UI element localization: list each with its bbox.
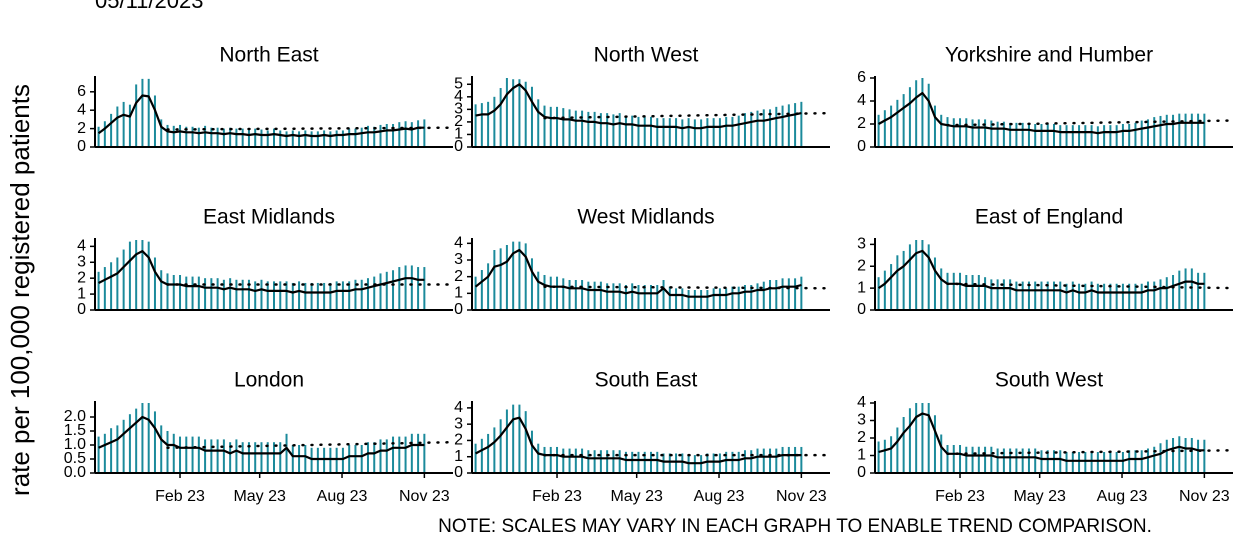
smoothed-line — [97, 94, 425, 138]
y-tick-label: 5 — [454, 75, 463, 92]
y-tick-label: 4 — [77, 238, 86, 255]
y-tick-label: 0 — [77, 138, 86, 155]
y-tick-label: 2 — [857, 115, 866, 132]
trend-line — [946, 282, 1235, 290]
y-tick-label: 0 — [454, 301, 463, 318]
smoothed-line — [474, 248, 802, 298]
y-tick-label: 0 — [77, 301, 86, 318]
y-tick-label: 1.0 — [64, 436, 86, 453]
y-tick-label: 4 — [77, 101, 86, 118]
y-tick-label: 2 — [77, 120, 86, 137]
y-tick-label: 0.0 — [64, 464, 86, 481]
x-tick-label: Feb 23 — [155, 488, 205, 505]
y-tick-label: 1 — [454, 285, 463, 302]
trend-line — [166, 440, 455, 450]
x-tick-label: May 23 — [610, 488, 663, 505]
y-tick-label: 4 — [454, 399, 463, 416]
smoothed-line — [475, 83, 802, 130]
smoothed-line — [878, 91, 1205, 135]
panel-title: South East — [595, 369, 698, 392]
trend-line — [543, 111, 832, 120]
y-tick-label: 4 — [857, 394, 866, 411]
x-tick-label: Aug 23 — [1097, 488, 1148, 505]
y-tick-label: 3 — [454, 251, 463, 268]
panel-title: East of England — [975, 206, 1123, 229]
y-tick-label: 3 — [77, 253, 86, 270]
x-tick-label: Nov 23 — [399, 488, 450, 505]
note: NOTE: SCALES MAY VARY IN EACH GRAPH TO E… — [438, 516, 1152, 537]
y-tick-label: 6 — [857, 69, 866, 86]
panel-title: West Midlands — [577, 206, 714, 229]
y-axis-label: rate per 100,000 registered patients — [5, 84, 35, 496]
x-tick-label: Feb 23 — [532, 488, 582, 505]
y-tick-label: 0 — [857, 138, 866, 155]
panel-title: North East — [219, 44, 318, 67]
y-tick-label: 2 — [454, 432, 463, 449]
trend-line — [543, 285, 832, 290]
y-tick-label: 3 — [857, 412, 866, 429]
y-tick-label: 1.5 — [64, 422, 86, 439]
y-tick-label: 4 — [454, 235, 463, 252]
panel-title: London — [234, 369, 304, 392]
x-tick-label: Nov 23 — [776, 488, 827, 505]
y-tick-label: 3 — [857, 236, 866, 253]
y-tick-label: 3 — [454, 415, 463, 432]
trend-line — [166, 126, 455, 131]
y-tick-label: 1 — [857, 279, 866, 296]
y-tick-label: 0 — [857, 301, 866, 318]
panel-title: Yorkshire and Humber — [945, 44, 1153, 67]
y-tick-label: 2 — [454, 113, 463, 130]
y-tick-label: 1 — [454, 126, 463, 143]
panel-title: North West — [594, 44, 699, 67]
y-tick-label: 4 — [857, 92, 866, 109]
x-tick-label: May 23 — [233, 488, 286, 505]
y-tick-label: 6 — [77, 83, 86, 100]
trend-line — [946, 449, 1235, 456]
y-tick-label: 1 — [454, 448, 463, 465]
smoothed-line — [98, 250, 425, 294]
y-tick-label: 2 — [857, 429, 866, 446]
x-tick-label: Aug 23 — [694, 488, 745, 505]
trend-line — [946, 119, 1235, 127]
x-tick-label: Feb 23 — [935, 488, 985, 505]
y-tick-label: 3 — [454, 101, 463, 118]
y-tick-label: 4 — [454, 88, 463, 105]
y-tick-label: 0.5 — [64, 450, 86, 467]
y-tick-label: 1 — [77, 285, 86, 302]
smoothed-line — [475, 416, 802, 465]
smoothed-line — [878, 412, 1205, 462]
x-tick-label: Nov 23 — [1179, 488, 1230, 505]
y-tick-label: 0 — [857, 464, 866, 481]
x-tick-label: Aug 23 — [317, 488, 368, 505]
date: 05/11/2023 — [95, 0, 203, 13]
y-tick-label: 1 — [857, 447, 866, 464]
y-tick-label: 0 — [454, 464, 463, 481]
y-tick-label: 2 — [454, 268, 463, 285]
panel-title: South West — [995, 369, 1103, 392]
y-tick-label: 2 — [77, 269, 86, 286]
y-tick-label: 2.0 — [64, 408, 86, 425]
x-tick-label: May 23 — [1013, 488, 1066, 505]
smoothed-line — [98, 415, 425, 461]
y-tick-label: 0 — [454, 138, 463, 155]
panel-title: East Midlands — [203, 206, 335, 229]
smoothed-line — [877, 249, 1205, 294]
y-tick-label: 2 — [857, 257, 866, 274]
